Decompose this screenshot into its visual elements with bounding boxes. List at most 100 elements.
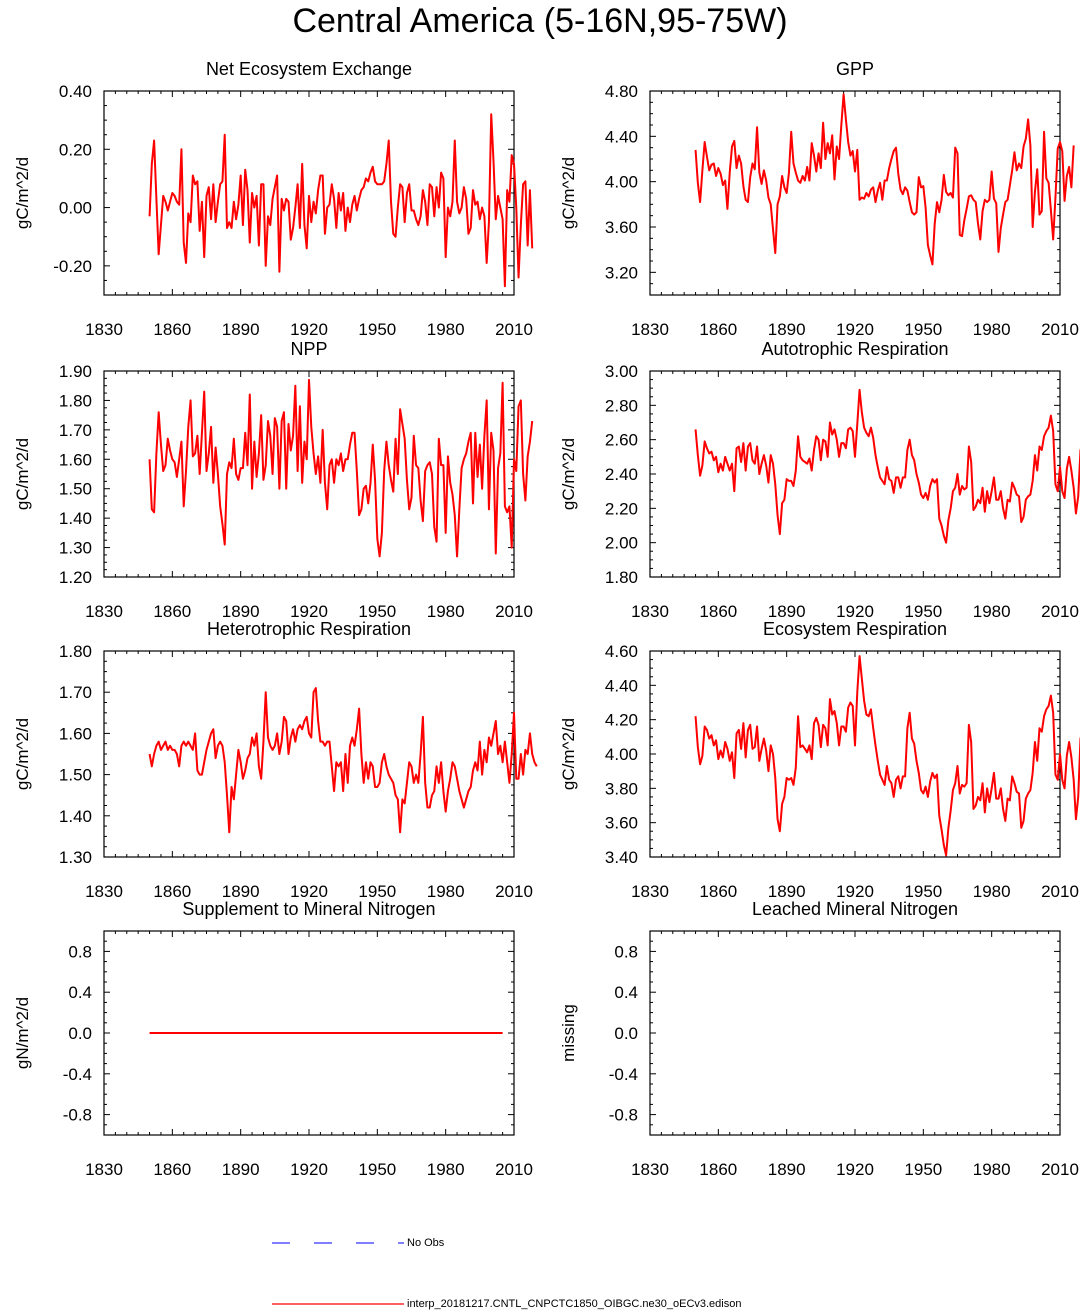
series-line-model (148, 687, 538, 834)
y-tick-label: 1.30 (59, 539, 92, 558)
x-tick-label: 1830 (85, 602, 123, 621)
y-tick-label: 1.70 (59, 683, 92, 702)
x-tick-label: 2010 (495, 320, 533, 339)
x-tick-label: 1890 (222, 882, 260, 901)
x-tick-label: 1980 (973, 602, 1011, 621)
x-tick-label: 1860 (699, 882, 737, 901)
panel-title: Net Ecosystem Exchange (206, 59, 412, 79)
y-tick-label: 1.20 (59, 568, 92, 587)
x-tick-label: 1980 (973, 1160, 1011, 1179)
panel-title: Leached Mineral Nitrogen (752, 899, 958, 919)
y-tick-label: 3.80 (605, 779, 638, 798)
legend-line-noobs (272, 1242, 404, 1244)
x-tick-label: 1980 (427, 1160, 465, 1179)
y-tick-label: 0.00 (59, 199, 92, 218)
y-tick-label: 4.80 (605, 82, 638, 101)
y-tick-label: 0.8 (614, 942, 638, 961)
y-axis-label: missing (559, 1004, 578, 1062)
y-tick-label: 1.40 (59, 807, 92, 826)
chart-panel-2: 1830 1860 1890 1920 1950 1980 2010 3.20 3.60 4.00… (559, 59, 1079, 339)
chart-panel-1: 1830 1860 1890 1920 1950 1980 2010 -0.20 0.00 0.2… (13, 59, 534, 339)
y-tick-label: 4.40 (605, 127, 638, 146)
x-tick-label: 1890 (222, 320, 260, 339)
x-tick-label: 2010 (495, 882, 533, 901)
x-tick-label: 1830 (631, 602, 669, 621)
x-tick-label: 1830 (631, 320, 669, 339)
panel-title: Ecosystem Respiration (763, 619, 947, 639)
x-tick-label: 1920 (290, 320, 328, 339)
x-tick-label: 2010 (495, 602, 533, 621)
chart-panel-7: 1830 1860 1890 1920 1950 1980 2010 -0.8 -0.4 0.0 0… (13, 899, 533, 1179)
x-tick-label: 1980 (973, 882, 1011, 901)
y-tick-label: 0.0 (68, 1024, 92, 1043)
panel-title: Heterotrophic Respiration (207, 619, 411, 639)
y-tick-label: -0.4 (63, 1065, 92, 1084)
x-tick-label: 1920 (836, 320, 874, 339)
x-tick-label: 1860 (699, 320, 737, 339)
legend-label-noobs: No Obs (407, 1237, 445, 1249)
x-tick-label: 1830 (85, 882, 123, 901)
x-tick-label: 1890 (222, 602, 260, 621)
y-tick-label: 1.50 (59, 766, 92, 785)
x-tick-label: 1980 (427, 320, 465, 339)
x-tick-label: 1920 (836, 882, 874, 901)
y-tick-label: 1.60 (59, 450, 92, 469)
x-tick-label: 1860 (699, 1160, 737, 1179)
series-line-model (148, 113, 534, 288)
y-axis-label: gC/m^2/d (13, 157, 32, 229)
x-tick-label: 1830 (631, 1160, 669, 1179)
x-tick-label: 2010 (1041, 602, 1079, 621)
y-tick-label: 4.00 (605, 173, 638, 192)
y-axis-label: gC/m^2/d (559, 438, 578, 510)
y-tick-label: -0.8 (63, 1106, 92, 1125)
x-tick-label: 2010 (1041, 320, 1079, 339)
x-tick-label: 1950 (358, 1160, 396, 1179)
x-tick-label: 1860 (153, 882, 191, 901)
x-tick-label: 2010 (1041, 1160, 1079, 1179)
y-tick-label: 0.20 (59, 140, 92, 159)
y-tick-label: -0.8 (609, 1106, 638, 1125)
y-tick-label: 4.40 (605, 676, 638, 695)
y-axis-label: gC/m^2/d (13, 438, 32, 510)
y-tick-label: 4.20 (605, 711, 638, 730)
chart-panel-6: 1830 1860 1890 1920 1950 1980 2010 3.40 3.60 3.80… (559, 619, 1080, 901)
y-tick-label: -0.4 (609, 1065, 638, 1084)
x-tick-label: 1860 (699, 602, 737, 621)
panel-title: NPP (290, 339, 327, 359)
x-tick-label: 1920 (290, 882, 328, 901)
x-tick-label: 1860 (153, 602, 191, 621)
y-tick-label: 0.4 (614, 983, 638, 1002)
series-line-model (694, 93, 1075, 266)
panel-title: Autotrophic Respiration (761, 339, 948, 359)
y-tick-label: 3.20 (605, 263, 638, 282)
y-tick-label: 2.60 (605, 431, 638, 450)
x-tick-label: 1860 (153, 1160, 191, 1179)
panel-title: Supplement to Mineral Nitrogen (182, 899, 435, 919)
y-tick-label: 1.70 (59, 421, 92, 440)
x-tick-label: 1920 (836, 1160, 874, 1179)
x-tick-label: 1830 (85, 320, 123, 339)
plot-frame (649, 650, 1061, 858)
x-tick-label: 1950 (358, 602, 396, 621)
y-tick-label: 3.60 (605, 814, 638, 833)
y-tick-label: 3.60 (605, 218, 638, 237)
x-tick-label: 1830 (85, 1160, 123, 1179)
y-tick-label: 1.40 (59, 509, 92, 528)
x-tick-label: 1980 (427, 602, 465, 621)
y-tick-label: 1.90 (59, 362, 92, 381)
y-tick-label: 0.4 (68, 983, 92, 1002)
chart-panel-5: 1830 1860 1890 1920 1950 1980 2010 1.30 1.40 1.50… (13, 619, 538, 901)
x-tick-label: 1950 (358, 882, 396, 901)
y-tick-label: 4.00 (605, 745, 638, 764)
x-tick-label: 1920 (836, 602, 874, 621)
y-tick-label: 0.8 (68, 942, 92, 961)
y-tick-label: 2.40 (605, 465, 638, 484)
x-tick-label: 1890 (768, 602, 806, 621)
x-tick-label: 1980 (973, 320, 1011, 339)
plot-frame (649, 90, 1061, 296)
x-tick-label: 1890 (222, 1160, 260, 1179)
page-title: Central America (5-16N,95-75W) (292, 2, 788, 40)
y-tick-label: 3.40 (605, 848, 638, 867)
x-tick-label: 1830 (631, 882, 669, 901)
y-tick-label: 1.50 (59, 480, 92, 499)
